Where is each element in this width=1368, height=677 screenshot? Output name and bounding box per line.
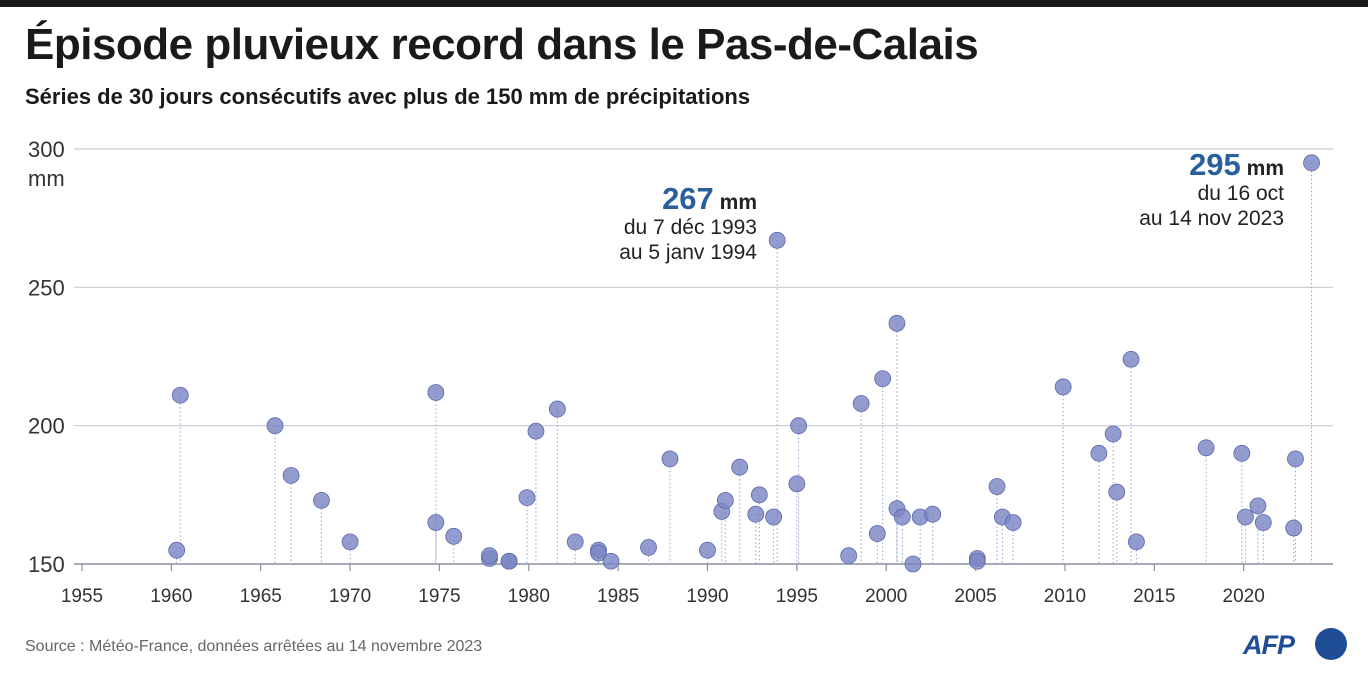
- afp-logo-dot: [1315, 628, 1347, 660]
- x-tick-label-2010: 2010: [1044, 586, 1086, 607]
- data-point-58: [1285, 519, 1303, 537]
- y-tick-label-300: 300: [28, 137, 65, 162]
- data-point-52: [1128, 533, 1145, 551]
- data-point-21: [661, 450, 679, 468]
- annotation-1993-value: 267: [662, 181, 714, 216]
- data-point-53: [1197, 439, 1215, 457]
- data-point-6: [427, 384, 445, 401]
- data-point-7: [427, 514, 445, 531]
- data-point-32: [840, 547, 858, 565]
- annotation-2023-line2: au 14 nov 2023: [1139, 207, 1284, 230]
- data-point-54: [1233, 444, 1251, 462]
- data-point-51: [1122, 350, 1140, 368]
- data-point-47: [1054, 378, 1072, 396]
- tick-layer: 150 200 250 300 mm 1955 1960 1965 1970 1975 1980 19…: [28, 137, 1265, 607]
- data-point-14: [527, 422, 545, 440]
- data-point-56: [1249, 497, 1267, 515]
- data-point-31: [790, 417, 808, 435]
- data-point-49: [1104, 425, 1122, 443]
- data-point-3: [282, 467, 300, 484]
- data-point-41: [924, 505, 942, 523]
- data-point-16: [566, 533, 584, 551]
- data-point-27: [750, 486, 768, 504]
- data-point-44: [988, 478, 1006, 495]
- data-point-25: [731, 458, 749, 476]
- x-tick-label-1980: 1980: [508, 586, 550, 607]
- data-point-29: [768, 231, 786, 249]
- y-tick-label-200: 200: [28, 414, 65, 439]
- y-tick-label-150: 150: [28, 552, 65, 577]
- top-rule: [0, 0, 1368, 7]
- y-unit-label: mm: [28, 166, 65, 191]
- x-tick-label-1970: 1970: [329, 586, 371, 607]
- data-point-19: [602, 552, 620, 570]
- data-point-30: [788, 475, 806, 493]
- data-point-48: [1090, 444, 1108, 462]
- data-point-24: [716, 491, 734, 509]
- data-point-43: [968, 552, 986, 570]
- data-point-2: [266, 417, 284, 435]
- data-point-57: [1254, 514, 1272, 531]
- data-point-55: [1237, 508, 1254, 526]
- annotation-1993-line2: au 5 janv 1994: [619, 241, 757, 264]
- y-tick-label-250: 250: [28, 275, 65, 300]
- x-tick-label-1955: 1955: [61, 586, 103, 607]
- x-tick-label-1965: 1965: [240, 586, 282, 607]
- data-point-33: [852, 395, 870, 412]
- data-point-22: [699, 541, 716, 559]
- data-point-15: [548, 400, 566, 418]
- grid-layer: [74, 148, 1333, 565]
- data-point-0: [168, 541, 186, 559]
- data-point-12: [500, 552, 518, 570]
- data-point-28: [765, 508, 783, 526]
- data-point-36: [888, 314, 906, 332]
- x-tick-label-1995: 1995: [776, 586, 818, 607]
- data-point-20: [640, 539, 657, 556]
- afp-logo-text: AFP: [1243, 630, 1295, 660]
- x-tick-label-2000: 2000: [865, 586, 907, 607]
- data-point-5: [341, 533, 359, 551]
- x-tick-label-1990: 1990: [686, 586, 728, 607]
- x-tick-label-2020: 2020: [1223, 586, 1265, 607]
- chart-title: Épisode pluvieux record dans le Pas-de-C…: [25, 20, 979, 69]
- data-point-8: [445, 527, 463, 545]
- x-tick-label-1975: 1975: [418, 586, 460, 607]
- data-point-4: [313, 491, 330, 509]
- x-tick-label-1985: 1985: [597, 586, 639, 607]
- annotation-1993-line1: du 7 déc 1993: [623, 216, 757, 239]
- source-note: Source : Météo-France, données arrêtées …: [25, 638, 483, 655]
- annotation-2023-line1: du 16 oct: [1197, 182, 1284, 205]
- annotation-1993: 267 mm du 7 déc 1993 au 5 janv 1994: [560, 183, 757, 265]
- x-tick-label-2015: 2015: [1133, 586, 1175, 607]
- x-tick-label-1960: 1960: [150, 586, 192, 607]
- annotation-1993-unit: mm: [719, 191, 757, 214]
- annotation-2023: 295 mm du 16 oct au 14 nov 2023: [1080, 149, 1284, 231]
- data-point-50: [1108, 483, 1126, 501]
- data-point-39: [904, 555, 922, 573]
- data-point-13: [518, 489, 536, 507]
- data-point-1: [171, 386, 189, 404]
- point-layer: [168, 154, 1320, 573]
- data-point-35: [874, 370, 892, 388]
- data-point-60: [1303, 154, 1320, 172]
- data-point-38: [893, 508, 911, 526]
- data-point-46: [1004, 514, 1022, 531]
- chart-subtitle: Séries de 30 jours consécutifs avec plus…: [25, 84, 751, 109]
- data-point-34: [868, 525, 886, 542]
- data-point-26: [747, 505, 765, 523]
- annotation-2023-value: 295: [1189, 147, 1241, 182]
- data-point-10: [481, 547, 498, 565]
- annotation-2023-unit: mm: [1246, 157, 1284, 180]
- data-point-18: [590, 544, 607, 562]
- data-point-59: [1287, 450, 1304, 468]
- x-tick-label-2005: 2005: [954, 586, 996, 607]
